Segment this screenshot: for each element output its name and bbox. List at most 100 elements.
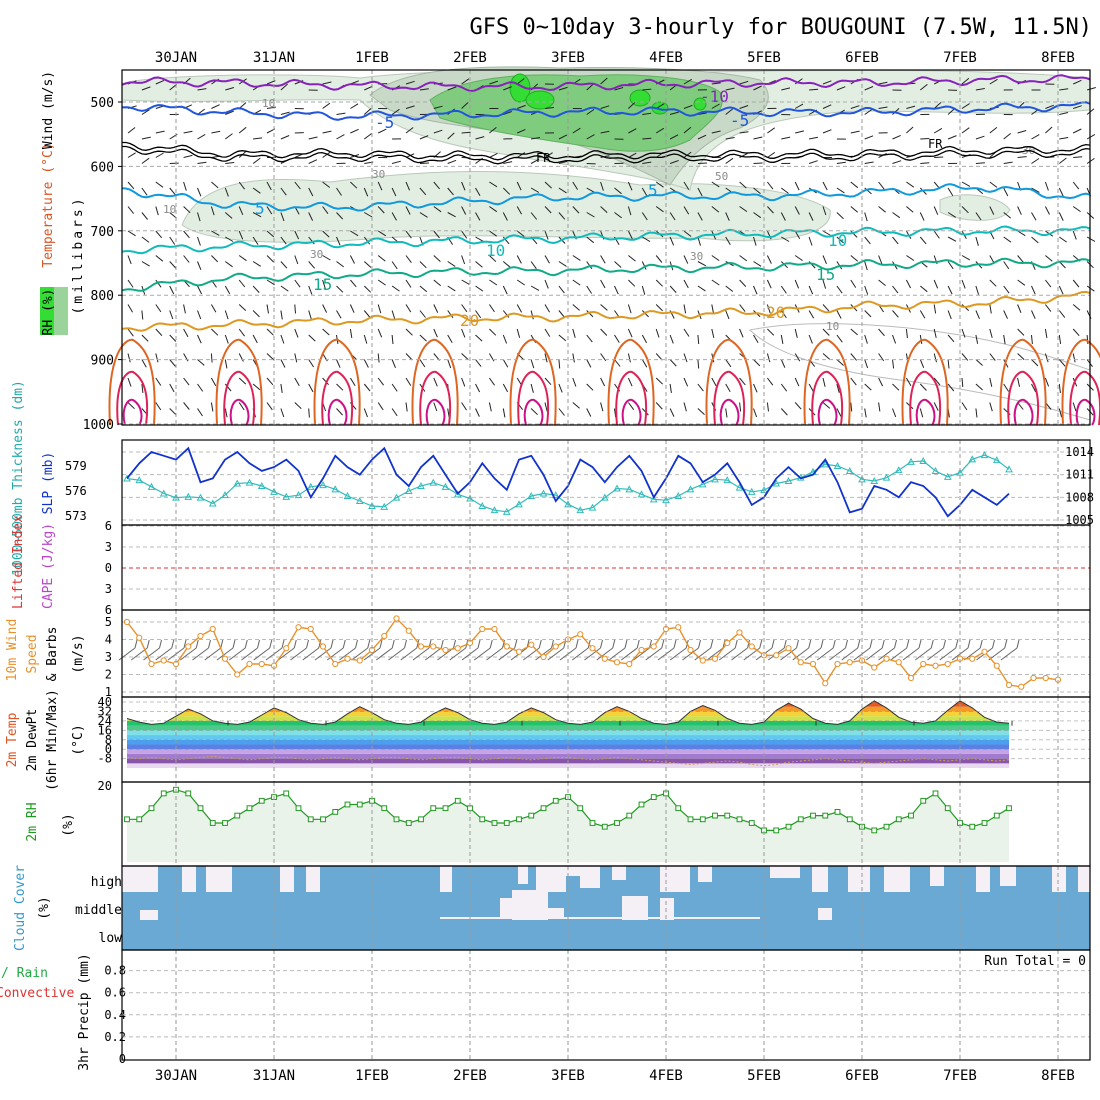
wind-barb <box>780 383 788 392</box>
wind10m-barb-flag <box>808 639 812 649</box>
wind-barb <box>530 285 540 291</box>
rh2m-marker <box>552 797 559 804</box>
wind10m-marker <box>515 648 523 655</box>
convective-loop-9-1 <box>1007 370 1040 426</box>
wind-barb <box>461 402 467 411</box>
wind-barb <box>933 102 942 109</box>
wind-barb <box>683 353 688 363</box>
thickness-marker <box>747 487 756 495</box>
rh-contour-label-5: 50 <box>715 170 728 183</box>
wind-barb <box>697 261 707 267</box>
wind-barb <box>391 212 397 221</box>
wind-barb <box>906 206 914 213</box>
wind-barb <box>1017 230 1026 237</box>
pressure-tick-800: 800 <box>91 289 114 304</box>
pressure-tick-500: 500 <box>91 96 114 111</box>
wind10m-barb-flag <box>759 639 763 649</box>
rh2m-marker <box>810 812 816 819</box>
wind-barb <box>1072 79 1082 85</box>
rh2m-marker <box>209 820 216 826</box>
wind-barb <box>322 304 328 313</box>
wind-barb <box>447 132 455 140</box>
wind-barb <box>753 383 758 393</box>
wind10m-barb-flag <box>367 639 371 649</box>
wind-barb <box>141 187 148 196</box>
wind-barb <box>210 304 217 313</box>
rh-legend-swatch <box>40 287 54 335</box>
wind-barb <box>794 181 800 191</box>
wind-barb <box>628 152 637 158</box>
wind10m-barb <box>486 647 503 661</box>
wind-barb <box>669 383 672 393</box>
wind-barb <box>739 206 748 213</box>
wind-barb <box>850 279 857 288</box>
wind-barb <box>252 383 261 391</box>
wind-barb <box>1003 334 1006 344</box>
wind-barb <box>781 236 790 242</box>
wind10m-marker <box>197 632 204 640</box>
rh2m-marker <box>185 790 192 797</box>
wind-barb <box>1059 236 1067 243</box>
convective-loop-3-1 <box>419 370 452 426</box>
wind-barb <box>544 107 554 109</box>
wind-barb <box>975 334 979 344</box>
wind-barb <box>669 160 679 164</box>
temp-tick-16: 16 <box>98 723 112 737</box>
wind-barb <box>989 377 993 387</box>
convective-loop-8-1 <box>909 370 942 426</box>
wind-barb <box>905 328 908 338</box>
wind-barb <box>447 159 457 164</box>
wind-barb <box>794 78 803 85</box>
cloud-gap-6 <box>518 866 528 884</box>
wind-barb <box>169 261 177 269</box>
cloud-gap-5 <box>440 866 452 892</box>
cloud-gap-13 <box>770 866 800 878</box>
convective-loop-7-1 <box>811 370 844 426</box>
wind-barb <box>544 152 553 158</box>
cloud-gap-0 <box>122 866 158 892</box>
wind-barb <box>1072 353 1076 363</box>
wind-barb <box>433 230 440 239</box>
convective-loop-5-0 <box>607 338 655 426</box>
wind-barb <box>141 334 149 342</box>
wind-tick-5: 5 <box>105 615 112 629</box>
wind-barb <box>405 230 412 239</box>
thickness-marker <box>711 475 719 483</box>
thickness-marker <box>368 501 376 509</box>
isotherm--5 <box>121 101 1091 121</box>
wind-barb <box>1086 133 1096 140</box>
temp-tick-24: 24 <box>98 714 112 728</box>
wind-barb <box>947 236 957 242</box>
wind-barb <box>933 127 943 134</box>
wind10m-marker <box>809 660 817 668</box>
wind-barb <box>377 377 385 386</box>
wind-barb <box>725 236 731 245</box>
wind10m-barb <box>939 647 957 661</box>
wind-barb <box>544 255 550 264</box>
wind10m-barb-flag <box>330 639 334 649</box>
wind-barb <box>767 151 776 158</box>
wind-barb <box>711 377 717 387</box>
isotherm-freezing-a <box>122 141 1091 161</box>
wind-barb <box>989 279 997 287</box>
rh2m-marker <box>822 812 829 819</box>
rh-contour-label-3: 30 <box>310 248 323 261</box>
convective-loop-8-0 <box>901 338 949 426</box>
wind-barb <box>919 408 924 418</box>
wind-barb <box>266 304 269 314</box>
wind10m-marker <box>319 643 327 650</box>
wind-barb <box>572 377 577 387</box>
wind10m-marker <box>528 641 535 648</box>
rh2m-marker <box>687 816 694 823</box>
thickness-marker <box>1005 465 1013 473</box>
wind-barb <box>864 408 867 418</box>
wind-barb <box>614 334 620 343</box>
wind-barb <box>363 261 372 268</box>
wind-barb <box>350 279 357 288</box>
wind-barb <box>558 86 568 91</box>
wind-barb <box>850 328 858 336</box>
wind-barb <box>197 285 203 295</box>
wind-barb <box>975 135 985 140</box>
convective-loop-0-2 <box>122 398 143 426</box>
wind-barb <box>739 255 748 262</box>
